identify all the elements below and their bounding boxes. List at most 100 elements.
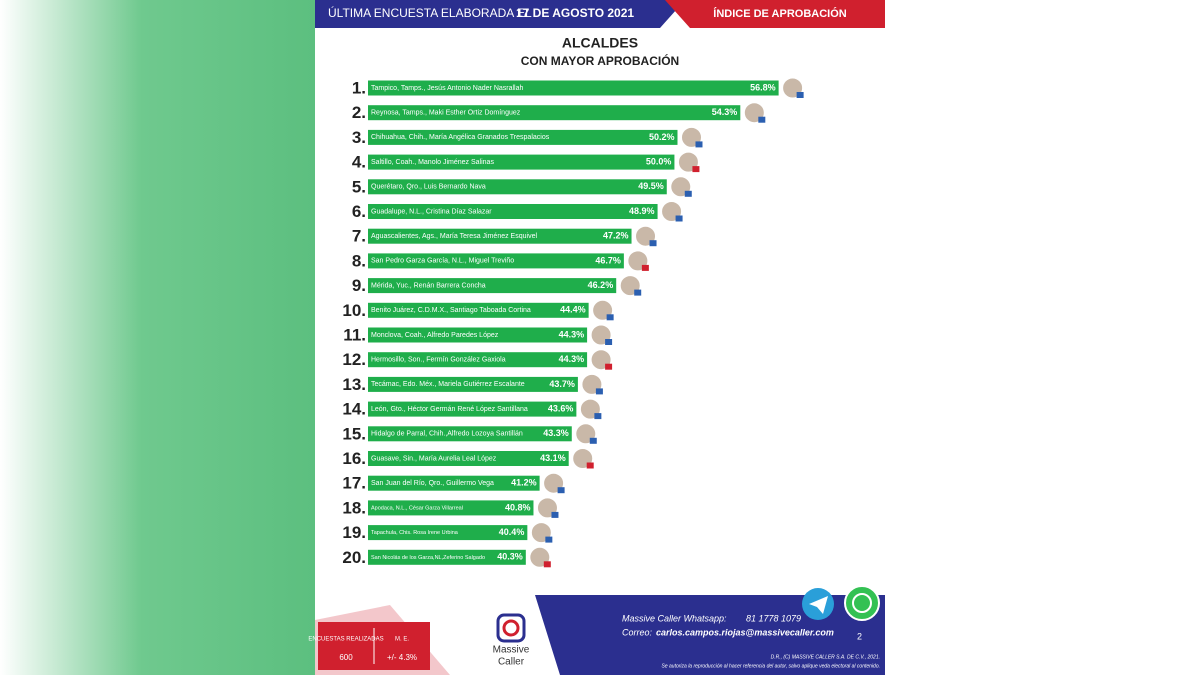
bar (368, 105, 741, 121)
value-label: 40.8% (505, 502, 531, 512)
header-blue (315, 0, 685, 28)
rank-label: 8. (352, 251, 366, 270)
bar (368, 376, 578, 392)
rank-label: 13. (342, 375, 366, 394)
whatsapp-icon (844, 585, 880, 621)
category-label: Querétaro, Qro., Luis Bernardo Nava (371, 184, 486, 191)
bar (368, 80, 779, 96)
rank-label: 10. (342, 301, 366, 320)
email: carlos.campos.riojas@massivecaller.com (656, 627, 834, 637)
party-badge (557, 487, 565, 494)
category-label: Chihuahua, Chih., María Angélica Granado… (371, 134, 550, 141)
value-label: 50.2% (649, 132, 675, 142)
rank-label: 2. (352, 103, 366, 122)
bar (368, 253, 624, 269)
category-label: Reynosa, Tamps., Maki Esther Ortiz Domín… (371, 110, 521, 117)
bar (368, 500, 534, 516)
party-badge (594, 413, 602, 420)
margin-value: +/- 4.3% (387, 653, 417, 662)
party-badge (684, 190, 692, 197)
bar (368, 327, 588, 343)
margin-label: M. E. (395, 637, 409, 643)
category-label: Guasave, Sin., María Aurelia Leal López (371, 455, 497, 462)
bar-chart: 1. Tampico, Tamps., Jesús Antonio Nader N… (342, 77, 804, 568)
party-badge (551, 511, 559, 518)
party-badge (641, 264, 649, 271)
category-label: Apodaca, N.L., César Garza Villarreal (371, 505, 463, 511)
party-badge (595, 388, 603, 395)
value-label: 56.8% (750, 82, 776, 92)
party-badge (605, 339, 613, 345)
bar (368, 302, 589, 318)
survey-label: ENCUESTAS REALIZADAS (308, 637, 383, 643)
party-badge (606, 314, 614, 321)
value-label: 40.4% (499, 527, 525, 537)
party-badge (543, 561, 551, 568)
party-badge (605, 363, 613, 370)
value-label: 46.2% (588, 280, 614, 290)
category-label: Tapachula, Chis. Rosa Irene Urbina (371, 530, 459, 536)
bar (368, 451, 569, 466)
survey-count: 600 (339, 653, 353, 662)
rank-label: 12. (342, 350, 366, 369)
bar (368, 228, 632, 244)
category-label: Hidalgo de Parral, Chih.,Alfredo Lozoya … (371, 431, 523, 438)
telegram-glyph (809, 596, 828, 614)
page-number: 2 (857, 631, 862, 641)
party-badge (586, 462, 594, 469)
whatsapp-label: Massive Caller Whatsapp: (622, 613, 727, 623)
value-label: 40.3% (497, 552, 523, 562)
value-label: 44.4% (560, 305, 586, 315)
category-label: Monclova, Coah., Alfredo Paredes López (371, 332, 499, 339)
notice: Se autoriza la reproducción al hacer ref… (662, 663, 880, 669)
value-label: 43.3% (543, 428, 569, 438)
bar (368, 549, 526, 565)
logo-icon (496, 613, 526, 643)
category-label: Mérida, Yuc., Renán Barrera Concha (371, 282, 486, 289)
header-text: ÚLTIMA ENCUESTA ELABORADA EL (328, 5, 532, 20)
rank-label: 1. (352, 78, 366, 97)
rank-label: 5. (352, 177, 366, 196)
category-label: Benito Juárez, C.D.M.X., Santiago Taboad… (371, 307, 531, 314)
value-label: 41.2% (511, 478, 537, 488)
footer-blue (535, 595, 885, 675)
chart-subtitle: CON MAYOR APROBACIÓN (521, 53, 679, 68)
value-label: 43.7% (549, 379, 575, 389)
bar (368, 204, 658, 219)
category-label: San Pedro Garza García, N.L., Miguel Tre… (371, 258, 514, 265)
rank-label: 20. (342, 548, 366, 567)
rank-label: 9. (352, 276, 366, 295)
rank-label: 16. (342, 449, 366, 468)
category-label: Tecámac, Edo. Méx., Mariela Gutiérrez Es… (371, 381, 525, 388)
category-label: Hermosillo, Son., Fermín González Gaxiol… (371, 357, 506, 364)
category-label: Guadalupe, N.L., Cristina Díaz Salazar (371, 208, 492, 215)
bar (368, 129, 678, 145)
rank-label: 3. (352, 128, 366, 147)
party-badge (634, 289, 642, 296)
bar (368, 278, 617, 294)
side-band (0, 0, 315, 675)
rank-label: 19. (342, 523, 366, 542)
rank-label: 7. (352, 227, 366, 246)
value-label: 43.6% (548, 403, 574, 413)
header-date: 17 DE AGOSTO 2021 (516, 6, 634, 20)
category-label: San Juan del Río, Qro., Guillermo Vega (371, 480, 494, 487)
bar (368, 352, 588, 368)
category-label: León, Gto., Héctor Germán René López San… (371, 406, 528, 413)
value-label: 47.2% (603, 231, 629, 241)
rank-label: 6. (352, 202, 366, 221)
whatsapp: 81 1778 1079 (746, 613, 801, 623)
bar (368, 401, 577, 417)
rank-label: 14. (342, 400, 366, 419)
header-index: ÍNDICE DE APROBACIÓN (713, 7, 846, 20)
party-badge (695, 141, 703, 148)
bar (368, 179, 667, 195)
party-badge (758, 116, 766, 123)
value-label: 49.5% (638, 181, 664, 191)
party-badge (692, 166, 700, 173)
value-label: 43.1% (540, 453, 566, 463)
rank-label: 15. (342, 424, 366, 443)
logo-text: Massive (493, 645, 530, 656)
header-red (665, 0, 885, 28)
